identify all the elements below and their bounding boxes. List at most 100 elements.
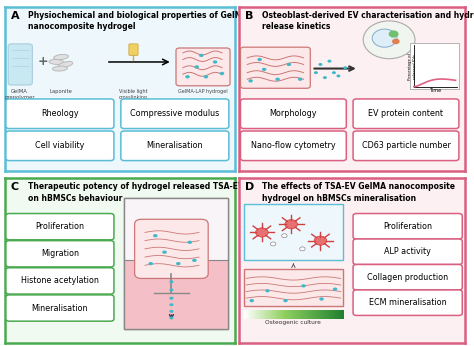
FancyBboxPatch shape [121,99,229,129]
Circle shape [169,297,173,300]
Bar [124,198,228,329]
Circle shape [219,72,224,75]
Circle shape [176,262,181,265]
FancyBboxPatch shape [353,99,459,129]
Text: CD63 particle number: CD63 particle number [362,141,450,150]
Text: Laponite: Laponite [50,89,73,94]
FancyBboxPatch shape [240,131,346,161]
Text: Therapeutic potency of hydrogel released TSA-EVs
on hBMSCs behaviour: Therapeutic potency of hydrogel released… [27,182,248,203]
Circle shape [257,58,262,61]
Circle shape [343,66,347,69]
Circle shape [249,299,254,302]
FancyBboxPatch shape [244,204,343,261]
Circle shape [213,60,218,64]
FancyBboxPatch shape [8,44,32,85]
Circle shape [314,236,327,245]
Circle shape [323,76,327,79]
Circle shape [282,234,287,238]
Circle shape [153,234,158,237]
FancyBboxPatch shape [6,268,114,294]
Text: ECM mineralisation: ECM mineralisation [369,298,447,307]
Text: ALP activity: ALP activity [384,247,431,256]
Circle shape [148,262,153,265]
Circle shape [328,60,331,63]
Text: Physiochemical and biological properties of GelMA
nanocomposite hydrogel: Physiochemical and biological properties… [27,11,248,31]
Bar [124,260,228,329]
Circle shape [337,74,340,78]
Circle shape [314,71,318,74]
Text: EV protein content: EV protein content [368,109,444,118]
Text: Morphology: Morphology [270,109,317,118]
Text: Osteoblast-derived EV characterisation and hydrogel
release kinetics: Osteoblast-derived EV characterisation a… [262,11,474,31]
Text: Proliferation: Proliferation [36,222,84,231]
FancyBboxPatch shape [353,131,459,161]
Circle shape [319,297,324,301]
FancyBboxPatch shape [240,99,346,129]
FancyBboxPatch shape [6,241,114,267]
Circle shape [199,54,204,57]
Bar [124,198,228,261]
Circle shape [169,316,173,319]
Circle shape [332,71,336,74]
Circle shape [363,21,415,59]
Circle shape [301,284,306,288]
Text: C: C [10,182,18,192]
Circle shape [392,39,400,44]
Circle shape [248,79,253,83]
FancyBboxPatch shape [176,48,230,86]
Text: Osteogenic culture: Osteogenic culture [265,320,321,325]
FancyBboxPatch shape [121,131,229,161]
Circle shape [169,289,173,291]
FancyBboxPatch shape [129,44,138,55]
Circle shape [333,288,337,291]
Circle shape [192,259,197,262]
Text: Proliferation: Proliferation [383,222,432,231]
Ellipse shape [49,60,64,64]
FancyBboxPatch shape [135,219,208,279]
Text: GelMA
prepolymer: GelMA prepolymer [4,89,35,100]
Text: Percentage of
released EVs: Percentage of released EVs [408,53,417,80]
Text: Collagen production: Collagen production [367,273,448,282]
Text: Rheology: Rheology [41,109,79,118]
Text: GelMA-LAP hydrogel: GelMA-LAP hydrogel [178,89,228,94]
Circle shape [275,78,280,81]
FancyBboxPatch shape [353,290,462,316]
Circle shape [300,247,305,251]
Text: D: D [245,182,254,192]
FancyBboxPatch shape [353,239,462,264]
FancyBboxPatch shape [240,47,310,88]
Text: Mineralisation: Mineralisation [32,303,88,312]
Circle shape [169,303,173,306]
Circle shape [271,242,276,246]
Circle shape [287,63,291,66]
Circle shape [188,241,192,244]
FancyBboxPatch shape [353,264,462,290]
FancyBboxPatch shape [410,43,459,89]
Text: Mineralisation: Mineralisation [146,141,203,150]
Circle shape [255,228,268,237]
Circle shape [169,280,173,283]
Circle shape [162,251,167,254]
Circle shape [169,310,173,313]
FancyBboxPatch shape [244,268,343,307]
Text: Migration: Migration [41,249,79,258]
Text: Cell viability: Cell viability [35,141,84,150]
Circle shape [389,30,399,38]
Ellipse shape [53,66,67,71]
Text: Visible light
crosslinking: Visible light crosslinking [119,89,148,100]
Text: A: A [10,11,19,21]
Circle shape [185,75,190,79]
Text: Nano-flow cytometry: Nano-flow cytometry [251,141,336,150]
Text: B: B [245,11,254,21]
Text: Histone acetylation: Histone acetylation [21,276,99,285]
Circle shape [298,78,302,81]
Circle shape [283,299,288,302]
FancyBboxPatch shape [353,213,462,239]
Ellipse shape [54,54,68,60]
Circle shape [262,68,266,71]
Circle shape [285,220,298,229]
FancyBboxPatch shape [6,213,114,240]
Circle shape [372,29,397,47]
Text: The effects of TSA-EV GelMA nanocomposite
hydrogel on hBMSCs mineralisation: The effects of TSA-EV GelMA nanocomposit… [262,182,455,203]
Ellipse shape [59,62,73,67]
